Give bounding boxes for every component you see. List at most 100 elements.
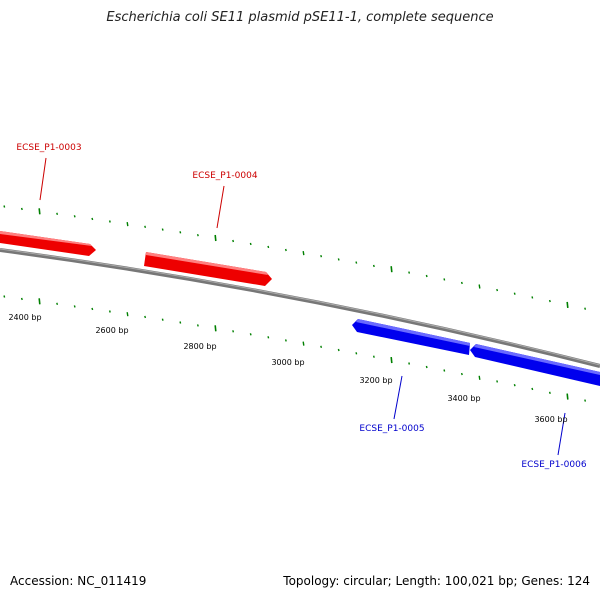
minor-tick: [232, 239, 235, 243]
minor-tick: [460, 372, 463, 376]
gene-ECSE_P1-0004-feature[interactable]: [144, 252, 272, 286]
minor-tick: [531, 296, 534, 299]
gene-ECSE_P1-0003-feature[interactable]: [0, 231, 96, 256]
major-tick: [38, 208, 41, 215]
gene-arrow-highlight: [146, 252, 268, 275]
minor-tick: [161, 318, 164, 321]
position-label: 3400 bp: [447, 394, 480, 403]
gene-ECSE_P1-0005-feature[interactable]: [352, 319, 470, 355]
minor-tick: [56, 212, 59, 216]
minor-tick: [584, 399, 587, 402]
minor-tick: [584, 307, 587, 310]
leader-line-ECSE_P1-0006: [557, 412, 566, 456]
minor-tick: [337, 258, 340, 261]
gene-label-ECSE_P1-0005[interactable]: ECSE_P1-0005: [359, 424, 424, 434]
leader-line-ECSE_P1-0005: [393, 375, 403, 420]
minor-tick: [408, 271, 411, 274]
position-label: 2800 bp: [183, 342, 216, 351]
position-label: 3200 bp: [359, 376, 392, 385]
lower-tick-row: [3, 295, 587, 402]
major-tick: [214, 325, 217, 332]
minor-tick: [302, 250, 305, 256]
map-title: Escherichia coli SE11 plasmid pSE11-1, c…: [106, 10, 494, 25]
leader-line-ECSE_P1-0004: [216, 185, 225, 229]
minor-tick: [372, 355, 375, 358]
minor-tick: [496, 288, 499, 292]
minor-tick: [108, 220, 111, 223]
minor-tick: [73, 215, 76, 218]
position-label: 2400 bp: [8, 313, 41, 322]
gene-label-ECSE_P1-0003[interactable]: ECSE_P1-0003: [16, 143, 81, 153]
minor-tick: [56, 302, 59, 306]
gene-arrow-highlight: [356, 319, 470, 346]
minor-tick: [179, 231, 182, 234]
minor-tick: [108, 310, 111, 313]
minor-tick: [355, 261, 358, 264]
minor-tick: [196, 233, 199, 237]
minor-tick: [513, 383, 516, 387]
position-label: 3000 bp: [271, 358, 304, 367]
genome-summary-text: Topology: circular; Length: 100,021 bp; …: [283, 574, 590, 588]
minor-tick: [337, 348, 340, 352]
minor-tick: [320, 345, 323, 349]
minor-tick: [91, 217, 94, 221]
minor-tick: [284, 248, 287, 252]
sequence-backbone: [0, 248, 600, 368]
minor-tick: [267, 336, 270, 339]
minor-tick: [478, 375, 481, 380]
minor-tick: [3, 205, 6, 208]
gene-arrow[interactable]: [0, 231, 96, 256]
minor-tick: [144, 315, 147, 319]
gene-label-ECSE_P1-0004[interactable]: ECSE_P1-0004: [192, 171, 257, 181]
minor-tick: [302, 341, 305, 346]
minor-tick: [161, 228, 164, 231]
gene-arrow[interactable]: [470, 344, 600, 386]
minor-tick: [126, 312, 129, 317]
minor-tick: [425, 365, 428, 369]
minor-tick: [443, 369, 446, 372]
minor-tick: [548, 391, 551, 395]
minor-tick: [196, 324, 199, 327]
major-tick: [566, 301, 569, 308]
accession-text: Accession: NC_011419: [10, 574, 147, 588]
minor-tick: [267, 245, 270, 249]
major-tick: [214, 234, 217, 242]
minor-tick: [126, 221, 129, 227]
minor-tick: [284, 339, 287, 342]
major-tick: [38, 298, 41, 305]
major-tick: [390, 266, 393, 273]
minor-tick: [3, 295, 6, 298]
minor-tick: [548, 299, 551, 303]
gene-ECSE_P1-0006-feature[interactable]: [470, 344, 600, 386]
position-label: 3600 bp: [534, 415, 567, 424]
minor-tick: [355, 352, 358, 355]
minor-tick: [91, 307, 94, 311]
minor-tick: [443, 278, 446, 281]
minor-tick: [478, 284, 481, 289]
leader-line-ECSE_P1-0003: [39, 157, 47, 201]
gene-arrow[interactable]: [144, 252, 272, 286]
minor-tick: [320, 254, 323, 258]
minor-tick: [20, 207, 23, 211]
gene-arrow-highlight: [0, 231, 92, 246]
minor-tick: [144, 225, 147, 229]
minor-tick: [531, 387, 534, 391]
minor-tick: [496, 380, 499, 383]
minor-tick: [232, 330, 235, 333]
minor-tick: [513, 292, 516, 295]
upper-tick-row: [3, 205, 587, 310]
minor-tick: [249, 242, 252, 246]
minor-tick: [425, 274, 428, 278]
major-tick: [390, 357, 393, 364]
minor-tick: [20, 297, 23, 301]
minor-tick: [460, 281, 463, 285]
major-tick: [566, 393, 569, 400]
gene-arrow[interactable]: [352, 319, 470, 355]
position-label: 2600 bp: [95, 326, 128, 335]
gene-label-ECSE_P1-0006[interactable]: ECSE_P1-0006: [521, 460, 586, 470]
sequence-backbone-highlight: [0, 248, 600, 366]
minor-tick: [73, 305, 76, 308]
gene-arrow-highlight: [474, 344, 600, 375]
minor-tick: [249, 333, 252, 336]
